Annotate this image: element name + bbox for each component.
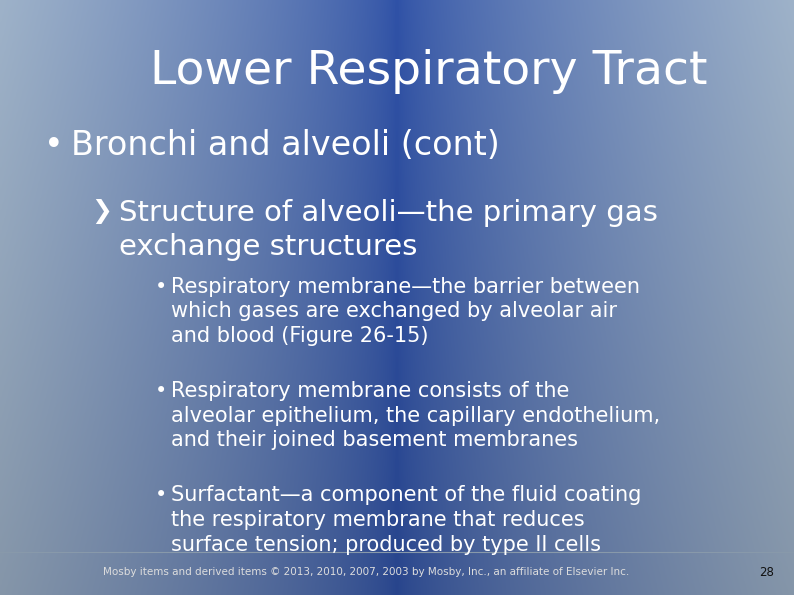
Text: Respiratory membrane—the barrier between
which gases are exchanged by alveolar a: Respiratory membrane—the barrier between…: [171, 277, 640, 346]
Text: •: •: [44, 129, 64, 162]
Text: Structure of alveoli—the primary gas
exchange structures: Structure of alveoli—the primary gas exc…: [119, 199, 658, 261]
Text: •: •: [155, 277, 167, 297]
Text: Bronchi and alveoli (cont): Bronchi and alveoli (cont): [71, 129, 500, 162]
Text: 28: 28: [759, 566, 774, 579]
Text: Respiratory membrane consists of the
alveolar epithelium, the capillary endothel: Respiratory membrane consists of the alv…: [171, 381, 660, 450]
Text: Lower Respiratory Tract: Lower Respiratory Tract: [150, 49, 707, 94]
Text: •: •: [155, 485, 167, 505]
Text: Mosby items and derived items © 2013, 2010, 2007, 2003 by Mosby, Inc., an affili: Mosby items and derived items © 2013, 20…: [103, 568, 630, 577]
Text: ❯: ❯: [91, 199, 112, 224]
Text: •: •: [155, 381, 167, 401]
Text: Surfactant—a component of the fluid coating
the respiratory membrane that reduce: Surfactant—a component of the fluid coat…: [171, 485, 641, 555]
